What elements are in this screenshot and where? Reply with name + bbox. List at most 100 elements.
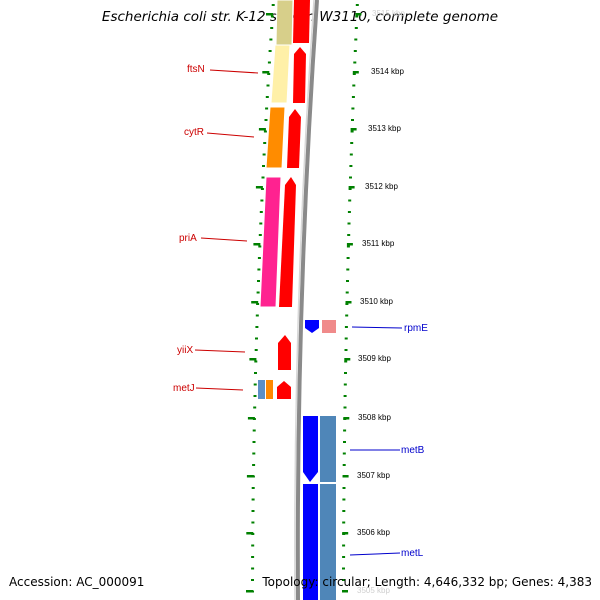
scale-tick: [259, 222, 263, 225]
major-tick: [343, 417, 350, 420]
gene-arrow: [293, 47, 306, 103]
inner-scale-ticks: [342, 4, 362, 593]
scale-tick: [256, 303, 260, 305]
scale-tick: [342, 579, 345, 581]
scale-tick: [343, 383, 347, 386]
major-tick: [342, 590, 348, 593]
accession-label: Accession: AC_000091: [9, 575, 145, 589]
scale-tick: [251, 567, 255, 570]
scale-tick: [352, 73, 356, 75]
major-tick: [262, 71, 270, 74]
scale-tick: [351, 119, 354, 121]
scale-tick: [269, 38, 273, 41]
scale-tick: [350, 142, 354, 144]
kbp-labels: 3515 kbp 3514 kbp 3513 kbp 3512 kbp 3511…: [357, 9, 405, 595]
cog-block: [258, 380, 265, 399]
scale-tick: [253, 395, 257, 397]
kbp-label: 3512 kbp: [365, 182, 398, 191]
scale-tick: [260, 188, 264, 190]
scale-tick: [348, 188, 352, 190]
major-tick: [249, 358, 257, 361]
major-tick: [350, 128, 357, 131]
scale-tick: [347, 222, 351, 225]
scale-tick: [353, 61, 357, 64]
kbp-label: 3505 kbp: [357, 586, 390, 595]
gene-labels: ftsN cytR priA yiiX metJ rpmE metB metL: [173, 64, 428, 559]
kbp-label: 3514 kbp: [371, 67, 404, 76]
cog-block: [259, 176, 282, 308]
gene-label-metL: metL: [401, 548, 424, 559]
scale-tick: [254, 349, 258, 351]
connector-line: [194, 349, 246, 353]
scale-tick: [342, 464, 346, 466]
reverse-strand-genes: [303, 320, 319, 600]
scale-tick: [262, 165, 265, 167]
kbp-label: 3507 kbp: [357, 471, 390, 480]
cog-block: [270, 44, 291, 104]
scale-tick: [343, 395, 347, 397]
connector-line: [195, 387, 244, 391]
scale-tick: [265, 96, 269, 98]
scale-tick: [252, 464, 256, 466]
scale-tick: [355, 4, 359, 6]
connector-line: [206, 132, 255, 138]
kbp-label: 3515 kbp: [372, 9, 405, 18]
scale-tick: [263, 130, 267, 133]
cog-block: [322, 320, 336, 333]
scale-tick: [343, 406, 347, 409]
kbp-label: 3506 kbp: [357, 528, 390, 537]
topology-label: Topology: circular; Length: 4,646,332 bp…: [262, 575, 592, 589]
gene-arrow: [287, 109, 301, 168]
scale-tick: [253, 383, 257, 386]
major-tick: [253, 243, 261, 246]
scale-tick: [344, 337, 348, 340]
scale-tick: [351, 96, 355, 98]
scale-tick: [263, 142, 267, 144]
scale-tick: [354, 38, 358, 41]
major-tick: [346, 243, 353, 246]
gene-label-priA: priA: [179, 233, 197, 244]
scale-tick: [252, 452, 256, 455]
cog-block: [320, 484, 336, 600]
connector-line: [351, 326, 403, 329]
scale-tick: [254, 372, 257, 374]
scale-tick: [345, 303, 349, 305]
scale-tick: [271, 4, 275, 6]
scale-tick: [255, 314, 259, 317]
scale-tick: [266, 84, 270, 87]
genome-backbone-highlight: [294, 0, 315, 600]
scale-tick: [256, 291, 260, 294]
scale-tick: [346, 280, 349, 282]
scale-tick: [258, 245, 262, 248]
scale-tick: [265, 107, 269, 110]
scale-tick: [251, 579, 254, 581]
gene-arrow: [305, 320, 319, 333]
major-tick: [251, 301, 259, 304]
scale-tick: [348, 199, 352, 202]
major-tick: [348, 186, 355, 189]
major-tick: [246, 475, 254, 478]
scale-tick: [261, 176, 265, 179]
connector-line: [349, 552, 401, 556]
scale-tick: [355, 15, 359, 18]
scale-tick: [350, 130, 354, 133]
kbp-label: 3509 kbp: [358, 354, 391, 363]
scale-tick: [345, 291, 349, 294]
gene-arrow: [293, 0, 310, 43]
scale-tick: [346, 245, 350, 248]
major-tick: [258, 128, 266, 131]
scale-tick: [267, 61, 271, 64]
scale-tick: [347, 211, 351, 213]
major-tick: [246, 590, 253, 593]
scale-tick: [344, 326, 348, 328]
gene-label-yiiX: yiiX: [177, 345, 193, 356]
cog-block: [265, 106, 286, 169]
gene-arrow: [303, 484, 318, 600]
scale-tick: [353, 50, 357, 52]
gene-label-metB: metB: [401, 445, 425, 456]
gene-arrow: [279, 177, 296, 307]
scale-tick: [257, 268, 261, 271]
genome-backbone: [295, 0, 319, 600]
scale-tick: [251, 498, 255, 501]
scale-tick: [349, 165, 353, 167]
